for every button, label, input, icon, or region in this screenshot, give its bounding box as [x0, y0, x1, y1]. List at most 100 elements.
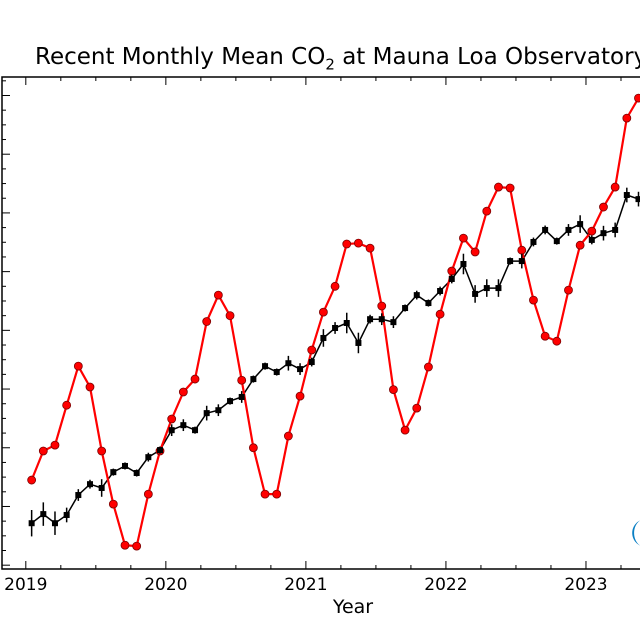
monthly-mean-point — [108, 499, 118, 509]
monthly-mean-point — [132, 541, 142, 551]
monthly-mean-point — [470, 247, 480, 257]
trend-point — [460, 260, 467, 267]
monthly-mean-point — [120, 540, 130, 550]
monthly-mean-point — [540, 331, 550, 341]
monthly-mean-point — [424, 362, 433, 372]
trend-point — [413, 292, 420, 299]
monthly-mean-point — [318, 307, 328, 317]
trend-point — [355, 339, 362, 346]
trend-point — [367, 316, 374, 323]
trend-point — [51, 520, 58, 527]
x-tick-label: 2021 — [284, 575, 327, 595]
trend-point — [507, 258, 514, 265]
monthly-mean-point — [459, 233, 468, 243]
monthly-mean-point — [62, 400, 72, 410]
trend-point — [402, 305, 409, 312]
trend-point — [518, 258, 525, 265]
monthly-mean-line — [30, 97, 640, 548]
trend-point — [600, 230, 607, 237]
trend-point — [378, 316, 385, 323]
monthly-mean-point — [587, 226, 597, 236]
trend-point — [285, 360, 292, 367]
trend-point — [542, 226, 549, 233]
trend-point — [145, 454, 152, 461]
monthly-mean-point — [225, 311, 235, 321]
monthly-mean-point — [610, 182, 620, 192]
monthly-mean-point — [494, 182, 503, 192]
trend-point — [63, 511, 70, 518]
monthly-mean-point — [248, 443, 258, 453]
trend-point — [75, 492, 82, 499]
monthly-mean-point — [505, 183, 515, 193]
trend-point — [110, 469, 117, 476]
monthly-mean-point — [295, 391, 305, 401]
trend-point — [133, 470, 140, 477]
trend-point — [215, 407, 222, 414]
trend-point — [343, 320, 350, 326]
x-axis-label: Year — [332, 596, 374, 618]
plot-frame — [1, 76, 640, 570]
trend-point — [238, 393, 245, 400]
trend-point — [635, 196, 640, 203]
noaa-logo — [632, 520, 640, 546]
monthly-mean-point — [272, 489, 282, 499]
trend-point — [483, 285, 490, 292]
monthly-mean-point — [143, 489, 153, 499]
trend-point — [308, 359, 315, 366]
trend-point — [157, 447, 164, 454]
monthly-mean-point — [365, 243, 375, 253]
trend-point — [250, 376, 257, 383]
trend-point — [98, 484, 105, 491]
monthly-mean-point — [85, 382, 95, 392]
trend-point — [297, 366, 304, 373]
trend-point — [227, 398, 234, 405]
x-tick-label: 2019 — [4, 575, 47, 595]
trend-point — [472, 290, 479, 297]
trend-point — [40, 511, 47, 518]
trend-point — [168, 427, 175, 434]
monthly-mean-point — [482, 206, 492, 216]
monthly-mean-point — [447, 266, 457, 276]
trend-point — [623, 192, 630, 199]
monthly-mean-point — [97, 446, 107, 456]
monthly-mean-point — [237, 375, 247, 385]
monthly-mean-point — [330, 281, 340, 291]
trend-point — [122, 462, 129, 469]
monthly-mean-point — [412, 403, 422, 413]
trend-point — [437, 288, 444, 295]
monthly-mean-point — [529, 295, 538, 305]
monthly-mean-point — [342, 239, 352, 249]
trend-point — [332, 324, 339, 331]
monthly-mean-point — [552, 336, 562, 346]
trend-point — [192, 427, 199, 434]
trend-point — [273, 369, 280, 376]
trend-point — [390, 319, 397, 326]
trend-point — [448, 275, 455, 282]
monthly-mean-point — [178, 387, 188, 397]
trend-point — [203, 410, 210, 417]
trend-point — [612, 226, 619, 233]
trend-point — [425, 300, 432, 307]
monthly-mean-point — [50, 440, 60, 450]
x-tick-label: 2020 — [144, 575, 187, 595]
trend-point — [262, 363, 269, 370]
monthly-mean-point — [283, 431, 293, 441]
monthly-mean-point — [377, 301, 387, 311]
trend-point — [588, 236, 595, 243]
trend-point — [530, 238, 537, 245]
monthly-mean-point — [634, 93, 640, 103]
monthly-mean-point — [307, 345, 317, 355]
trend-point — [495, 285, 502, 292]
monthly-mean-point — [190, 374, 200, 384]
trend-point — [320, 334, 327, 341]
monthly-mean-point — [575, 240, 585, 250]
chart-title: Recent Monthly Mean CO2 at Mauna Loa Obs… — [35, 44, 640, 74]
monthly-mean-point — [167, 414, 177, 424]
monthly-mean-point — [213, 290, 223, 300]
trend-line — [31, 194, 639, 525]
x-tick-label: 2022 — [424, 575, 467, 595]
monthly-mean-point — [27, 475, 37, 485]
trend-point — [180, 422, 187, 429]
monthly-mean-point — [400, 425, 410, 435]
